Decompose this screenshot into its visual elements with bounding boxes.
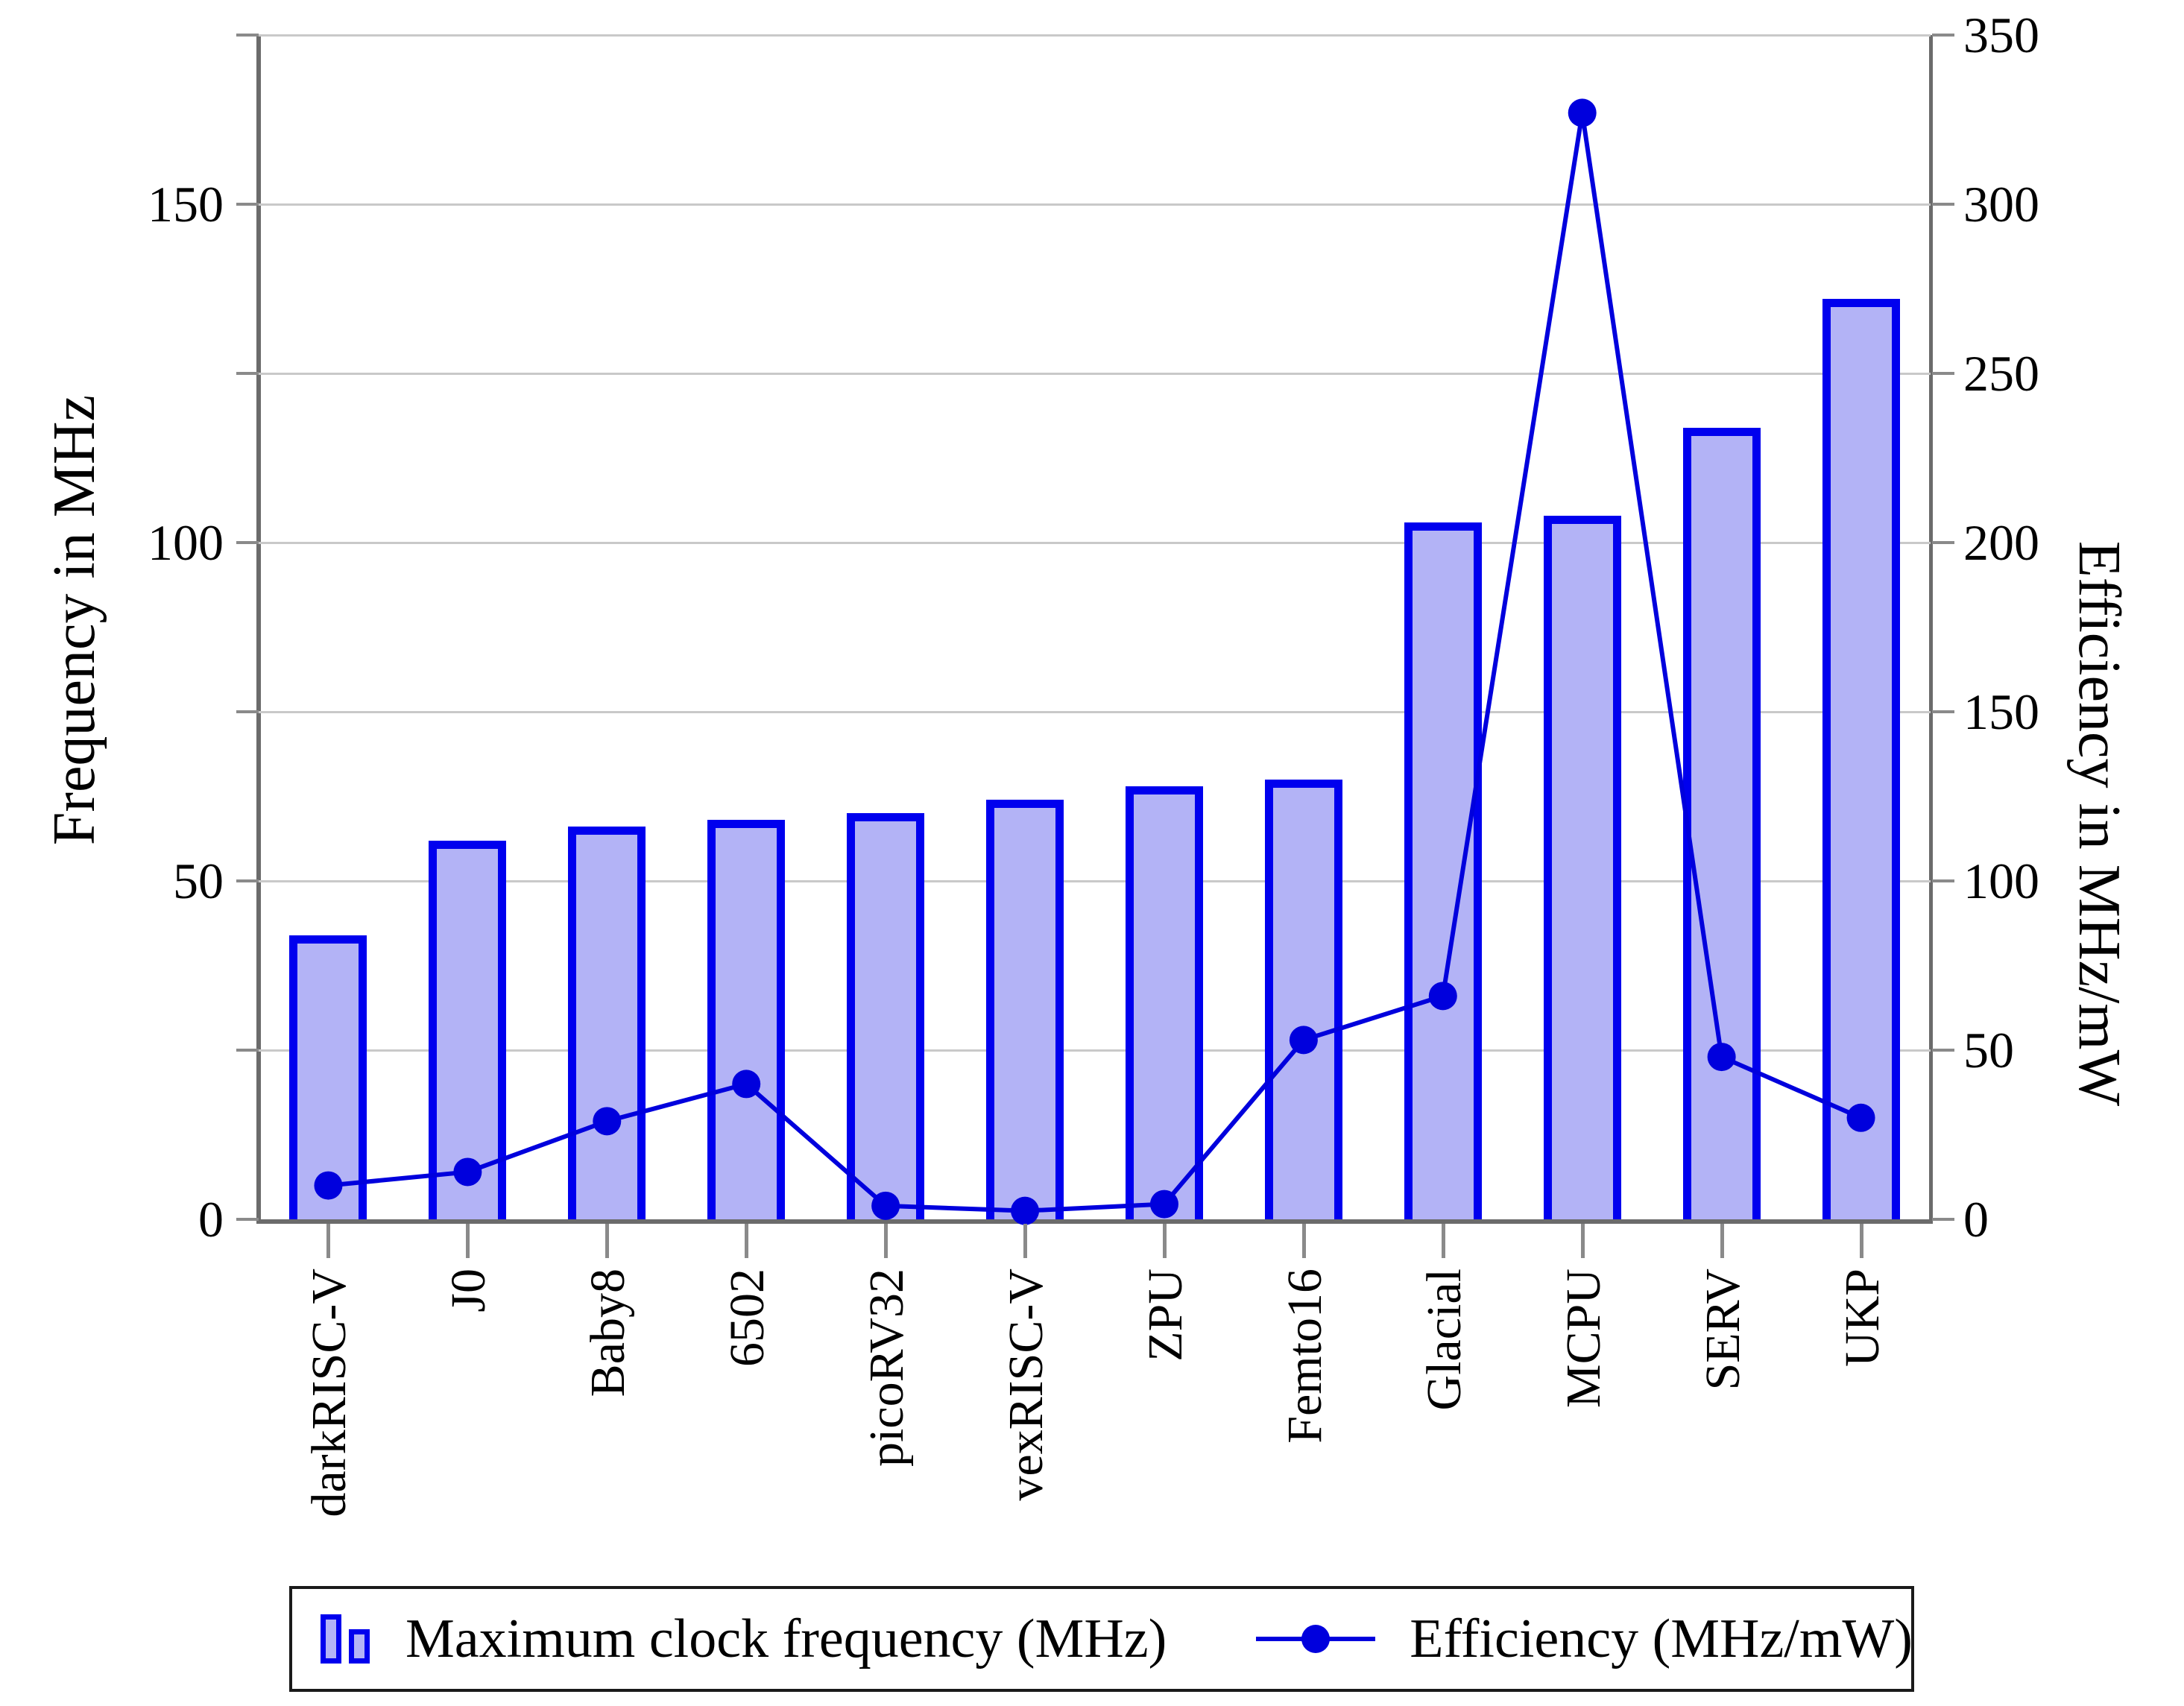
gridline bbox=[259, 203, 1931, 206]
y-axis-line-right bbox=[1929, 35, 1933, 1224]
y-tick-left-50: 50 bbox=[173, 853, 224, 909]
tickmark-right bbox=[1932, 541, 1954, 544]
tickmark-x-6502 bbox=[745, 1224, 749, 1258]
tickmark-left bbox=[236, 541, 259, 544]
y-tick-right-150: 150 bbox=[1963, 683, 2039, 740]
y-tick-left-100: 100 bbox=[148, 514, 224, 571]
tickmark-right bbox=[1932, 1049, 1954, 1052]
tickmark-x-Femto16 bbox=[1301, 1224, 1306, 1258]
tickmark-left bbox=[236, 710, 259, 713]
bar-Glacial bbox=[1404, 522, 1482, 1219]
bar-SERV bbox=[1682, 427, 1761, 1219]
bar-picoRV32 bbox=[847, 813, 925, 1219]
bar-Baby8 bbox=[568, 827, 646, 1219]
y-axis-title-left: Frequency in MHz bbox=[42, 394, 107, 846]
bar-icon-short bbox=[349, 1629, 370, 1664]
x-label-SERV: SERV bbox=[1695, 1269, 1750, 1391]
tickmark-x-Glacial bbox=[1441, 1224, 1445, 1258]
bar-vexRISC-V bbox=[986, 800, 1064, 1219]
x-label-MCPU: MCPU bbox=[1556, 1269, 1611, 1409]
y-tick-right-0: 0 bbox=[1963, 1191, 1989, 1248]
tickmark-x-ZPU bbox=[1162, 1224, 1167, 1258]
gridline bbox=[259, 542, 1931, 544]
bar-ZPU bbox=[1125, 786, 1203, 1219]
bar-Femto16 bbox=[1264, 779, 1342, 1219]
y-tick-left-150: 150 bbox=[148, 176, 224, 233]
x-label-J0: J0 bbox=[441, 1269, 496, 1312]
y-tick-right-200: 200 bbox=[1963, 514, 2039, 571]
tickmark-right bbox=[1932, 34, 1954, 37]
y-tick-right-250: 250 bbox=[1963, 345, 2039, 402]
tickmark-left bbox=[236, 372, 259, 375]
bar-J0 bbox=[429, 840, 507, 1219]
tickmark-x-MCPU bbox=[1580, 1224, 1585, 1258]
x-label-Femto16: Femto16 bbox=[1277, 1269, 1332, 1444]
tickmark-x-UKP bbox=[1859, 1224, 1863, 1258]
y-tick-right-100: 100 bbox=[1963, 853, 2039, 909]
bar-MCPU bbox=[1543, 515, 1621, 1219]
y-tick-left-0: 0 bbox=[198, 1191, 224, 1248]
bar-series-icon bbox=[321, 1614, 370, 1664]
tickmark-x-Baby8 bbox=[605, 1224, 610, 1258]
tickmark-right bbox=[1932, 879, 1954, 882]
x-label-6502: 6502 bbox=[720, 1269, 775, 1367]
tickmark-right bbox=[1932, 203, 1954, 206]
x-label-Glacial: Glacial bbox=[1416, 1269, 1471, 1411]
legend-label-efficiency: Efficiency (MHz/mW) bbox=[1410, 1608, 1913, 1669]
tickmark-right bbox=[1932, 1218, 1954, 1221]
legend-label-frequency: Maximum clock frequency (MHz) bbox=[405, 1608, 1167, 1669]
bar-icon-tall bbox=[321, 1614, 341, 1664]
bar-UKP bbox=[1822, 299, 1900, 1219]
tickmark-right bbox=[1932, 710, 1954, 713]
gridline bbox=[259, 711, 1931, 713]
plot-top-edge bbox=[259, 34, 1931, 37]
tickmark-left bbox=[236, 879, 259, 882]
legend: Maximum clock frequency (MHz) Efficiency… bbox=[289, 1586, 1914, 1692]
gridline bbox=[259, 880, 1931, 882]
x-label-UKP: UKP bbox=[1834, 1269, 1890, 1368]
gridline bbox=[259, 373, 1931, 375]
x-label-Baby8: Baby8 bbox=[581, 1269, 636, 1397]
efficiency-point-MCPU bbox=[1568, 98, 1597, 127]
tickmark-x-darkRISC-V bbox=[326, 1224, 331, 1258]
x-label-ZPU: ZPU bbox=[1137, 1269, 1193, 1362]
bar-darkRISC-V bbox=[289, 935, 367, 1219]
x-label-picoRV32: picoRV32 bbox=[859, 1269, 915, 1468]
efficiency-line bbox=[328, 112, 1862, 1213]
line-dot-icon bbox=[1256, 1623, 1376, 1655]
tickmark-x-SERV bbox=[1720, 1224, 1724, 1258]
tickmark-left bbox=[236, 203, 259, 206]
x-label-vexRISC-V: vexRISC-V bbox=[999, 1269, 1054, 1501]
x-label-darkRISC-V: darkRISC-V bbox=[302, 1269, 357, 1517]
y-axis-title-right: Efficiency in MHz/mW bbox=[2066, 540, 2132, 1107]
gridline bbox=[259, 1049, 1931, 1052]
tickmark-x-J0 bbox=[466, 1224, 470, 1258]
tickmark-x-vexRISC-V bbox=[1023, 1224, 1028, 1258]
tickmark-left bbox=[236, 1218, 259, 1221]
x-axis-line bbox=[256, 1219, 1933, 1224]
line-icon-dot bbox=[1301, 1625, 1331, 1653]
y-tick-right-50: 50 bbox=[1963, 1022, 2014, 1078]
y-tick-right-350: 350 bbox=[1963, 7, 2039, 63]
y-axis-line-left bbox=[256, 35, 261, 1224]
bar-6502 bbox=[707, 820, 786, 1219]
tickmark-left bbox=[236, 1049, 259, 1052]
tickmark-left bbox=[236, 34, 259, 37]
tickmark-x-picoRV32 bbox=[884, 1224, 889, 1258]
tickmark-right bbox=[1932, 372, 1954, 375]
y-tick-right-300: 300 bbox=[1963, 176, 2039, 233]
